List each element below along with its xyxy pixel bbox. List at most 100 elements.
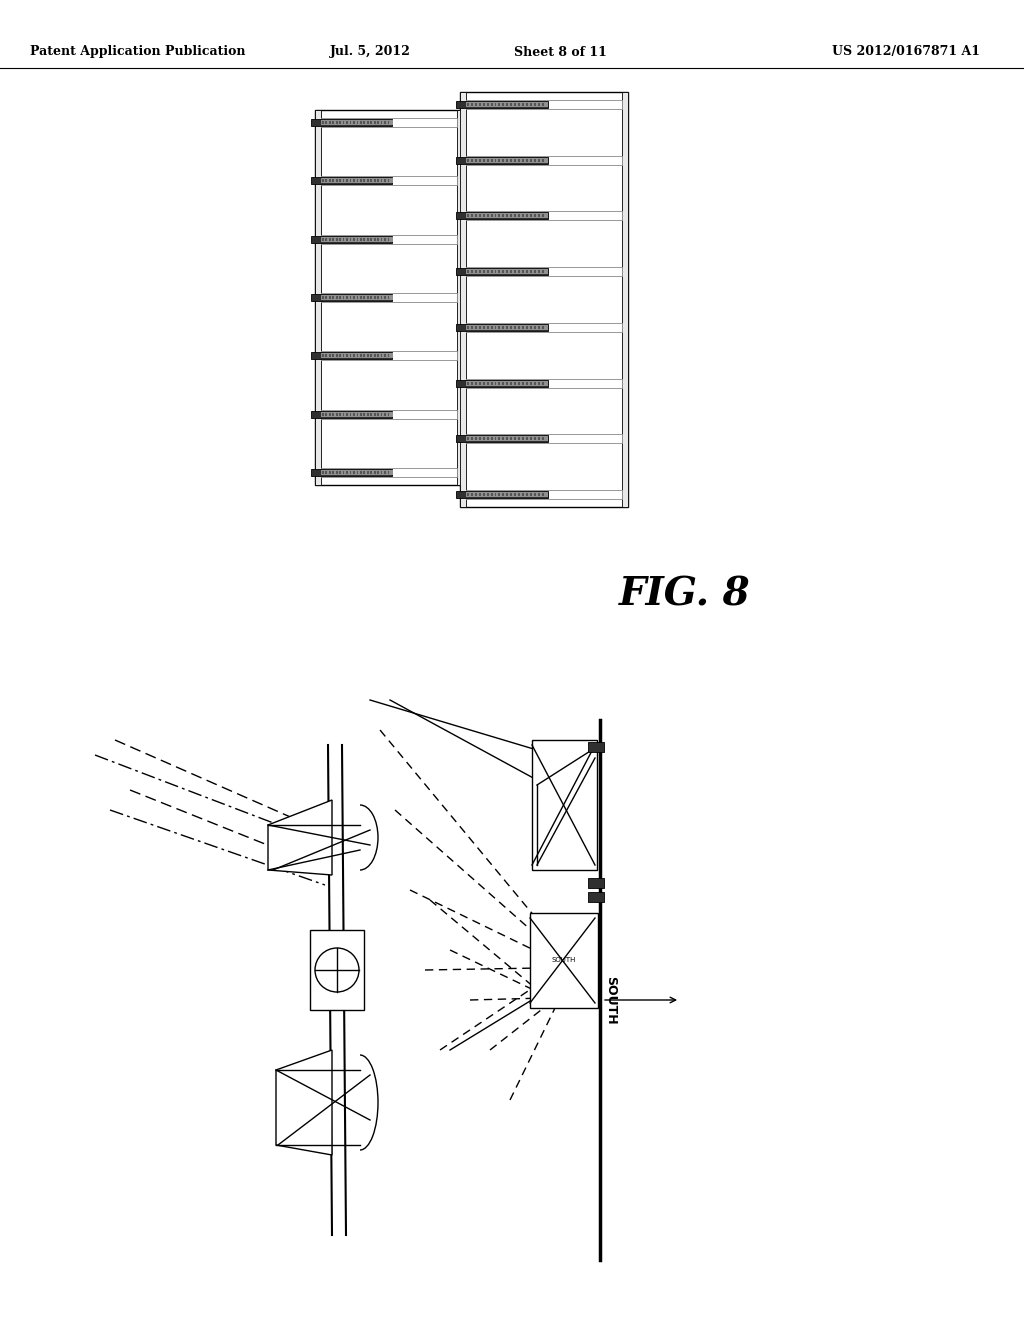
- Bar: [460, 92, 466, 507]
- Bar: [360, 354, 361, 358]
- Bar: [514, 326, 516, 329]
- Bar: [329, 296, 331, 300]
- Bar: [349, 180, 351, 182]
- Bar: [353, 471, 354, 474]
- Bar: [503, 492, 505, 496]
- Bar: [514, 381, 516, 384]
- Bar: [371, 238, 372, 240]
- Bar: [377, 180, 379, 182]
- Bar: [388, 413, 389, 416]
- Bar: [542, 492, 544, 496]
- Bar: [534, 437, 536, 441]
- Bar: [495, 271, 497, 273]
- Bar: [381, 238, 382, 240]
- Bar: [475, 214, 477, 218]
- Bar: [367, 238, 369, 240]
- Bar: [514, 492, 516, 496]
- Bar: [471, 381, 473, 384]
- Bar: [466, 380, 548, 385]
- Bar: [479, 271, 480, 273]
- Bar: [490, 103, 493, 106]
- Text: Patent Application Publication: Patent Application Publication: [30, 45, 246, 58]
- Bar: [499, 381, 501, 384]
- Bar: [360, 121, 361, 124]
- Bar: [381, 471, 382, 474]
- Bar: [381, 121, 382, 124]
- Bar: [326, 471, 328, 474]
- Bar: [384, 121, 386, 124]
- Bar: [522, 326, 524, 329]
- Bar: [374, 413, 376, 416]
- Bar: [499, 271, 501, 273]
- Bar: [339, 471, 341, 474]
- Bar: [456, 102, 549, 108]
- Bar: [466, 379, 622, 388]
- Bar: [522, 381, 524, 384]
- Bar: [503, 326, 505, 329]
- Bar: [538, 492, 540, 496]
- Bar: [467, 214, 469, 218]
- Bar: [466, 267, 622, 276]
- Bar: [381, 354, 382, 358]
- Bar: [336, 121, 338, 124]
- Bar: [526, 437, 528, 441]
- Bar: [467, 158, 469, 162]
- Bar: [471, 103, 473, 106]
- Bar: [514, 103, 516, 106]
- Bar: [343, 296, 344, 300]
- Bar: [482, 326, 484, 329]
- Bar: [526, 381, 528, 384]
- Bar: [381, 180, 382, 182]
- Bar: [333, 471, 334, 474]
- Bar: [388, 238, 389, 240]
- Bar: [518, 326, 520, 329]
- Bar: [466, 434, 622, 444]
- Bar: [529, 214, 531, 218]
- Bar: [356, 180, 358, 182]
- Bar: [522, 214, 524, 218]
- Bar: [495, 158, 497, 162]
- Bar: [322, 180, 324, 182]
- Bar: [329, 354, 331, 358]
- Bar: [499, 492, 501, 496]
- Bar: [374, 180, 376, 182]
- Bar: [503, 158, 505, 162]
- Bar: [311, 177, 392, 185]
- Bar: [538, 437, 540, 441]
- Bar: [371, 354, 372, 358]
- Bar: [388, 121, 389, 124]
- Bar: [486, 271, 488, 273]
- Bar: [479, 103, 480, 106]
- Bar: [339, 296, 341, 300]
- Bar: [542, 381, 544, 384]
- Bar: [467, 492, 469, 496]
- Bar: [529, 492, 531, 496]
- Bar: [518, 492, 520, 496]
- Bar: [503, 103, 505, 106]
- Bar: [479, 381, 480, 384]
- Bar: [475, 492, 477, 496]
- Bar: [534, 103, 536, 106]
- Bar: [506, 271, 508, 273]
- Bar: [346, 471, 348, 474]
- Bar: [456, 157, 549, 164]
- Bar: [371, 121, 372, 124]
- Bar: [486, 158, 488, 162]
- Bar: [384, 413, 386, 416]
- Bar: [518, 271, 520, 273]
- Bar: [471, 158, 473, 162]
- Bar: [510, 103, 512, 106]
- Polygon shape: [268, 800, 332, 875]
- Bar: [367, 413, 369, 416]
- Bar: [377, 413, 379, 416]
- Bar: [384, 180, 386, 182]
- Bar: [471, 437, 473, 441]
- Bar: [467, 271, 469, 273]
- Bar: [482, 214, 484, 218]
- Bar: [466, 100, 622, 110]
- Bar: [321, 117, 457, 127]
- Bar: [371, 296, 372, 300]
- Bar: [538, 381, 540, 384]
- Bar: [353, 180, 354, 182]
- Bar: [530, 913, 598, 1008]
